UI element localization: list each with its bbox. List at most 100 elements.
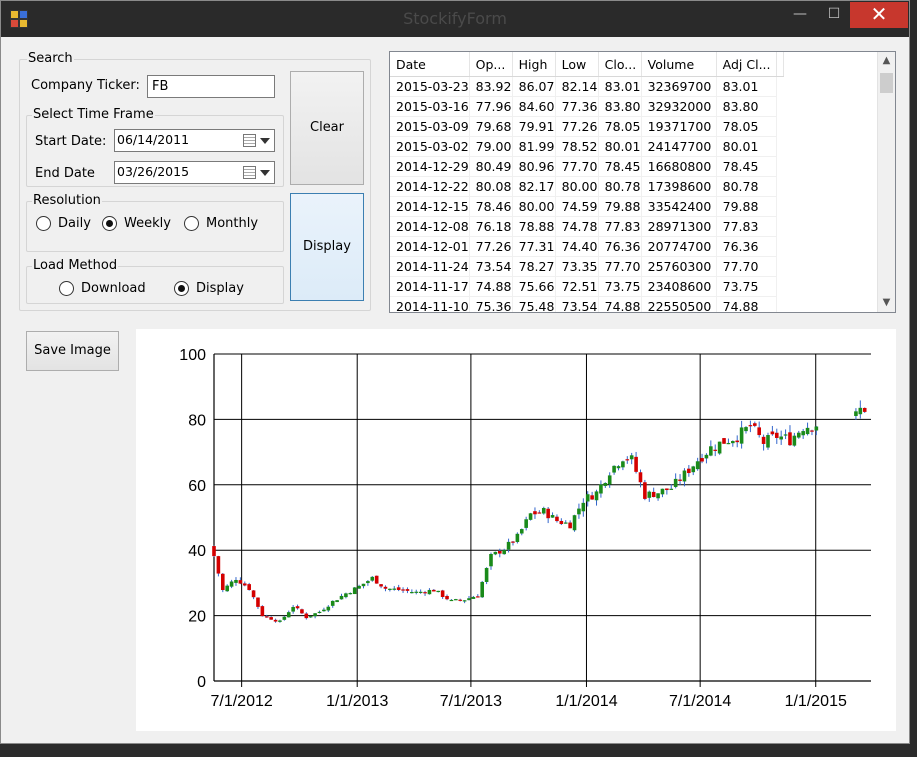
scroll-down-icon[interactable]: ▼ <box>882 297 891 308</box>
radio-weekly-label[interactable]: Weekly <box>124 216 171 231</box>
table-cell[interactable]: 80.49 <box>469 156 513 177</box>
table-row[interactable]: 2014-12-22 80.08 82.17 80.00 80.78 17398600 80… <box>390 176 783 197</box>
table-cell[interactable]: 73.54 <box>469 256 513 277</box>
grid-column-header[interactable]: Op... <box>469 52 513 77</box>
table-cell[interactable]: 32932000 <box>641 96 717 117</box>
stock-chart[interactable]: 0 20 40 60 80 100 7/1/2012 1/1/2013 7/1/2013 1/1/… <box>136 329 896 731</box>
table-cell[interactable]: 82.17 <box>512 176 556 197</box>
table-cell[interactable]: 79.88 <box>716 196 777 217</box>
table-cell[interactable]: 75.48 <box>512 296 556 312</box>
table-cell[interactable]: 77.26 <box>555 116 599 137</box>
calendar-icon[interactable] <box>243 166 256 179</box>
table-cell[interactable]: 74.78 <box>555 216 599 237</box>
table-cell[interactable]: 78.88 <box>512 216 556 237</box>
table-cell[interactable]: 84.60 <box>512 96 556 117</box>
table-row[interactable]: 2015-03-02 79.00 81.99 78.52 80.01 24147700 80… <box>390 136 783 157</box>
radio-monthly-label[interactable]: Monthly <box>206 216 259 231</box>
table-row[interactable]: 2014-12-15 78.46 80.00 74.59 79.88 33542400 79… <box>390 196 783 217</box>
table-cell[interactable]: 83.80 <box>716 96 777 117</box>
grid-column-header[interactable]: Date <box>390 52 470 77</box>
table-cell[interactable]: 28971300 <box>641 216 717 237</box>
table-cell[interactable]: 2015-03-09 <box>390 116 470 137</box>
table-row[interactable]: 2015-03-16 77.96 84.60 77.36 83.80 32932000 83… <box>390 96 783 117</box>
ticker-input[interactable]: FB <box>147 75 275 98</box>
table-cell[interactable]: 83.01 <box>598 76 642 97</box>
radio-display-label[interactable]: Display <box>196 281 244 296</box>
radio-monthly[interactable] <box>184 216 199 231</box>
save-image-button[interactable]: Save Image <box>26 331 119 371</box>
table-cell[interactable]: 78.52 <box>555 136 599 157</box>
stock-data-grid[interactable]: Date Op... High Low Clo... Volume Adj Cl... 20… <box>389 51 896 313</box>
table-cell[interactable]: 2014-12-01 <box>390 236 470 257</box>
table-row[interactable]: 2015-03-09 79.68 79.91 77.26 78.05 19371700 78… <box>390 116 783 137</box>
table-cell[interactable]: 22550500 <box>641 296 717 312</box>
table-cell[interactable]: 80.01 <box>716 136 777 157</box>
display-button[interactable]: Display <box>290 193 364 301</box>
table-cell[interactable]: 72.51 <box>555 276 599 297</box>
table-cell[interactable]: 74.88 <box>716 296 777 312</box>
close-button[interactable]: ✕ <box>850 2 908 28</box>
grid-column-header[interactable]: Adj Cl... <box>716 52 777 77</box>
table-cell[interactable]: 2015-03-16 <box>390 96 470 117</box>
table-cell[interactable]: 2014-11-17 <box>390 276 470 297</box>
table-cell[interactable]: 80.78 <box>716 176 777 197</box>
table-cell[interactable]: 16680800 <box>641 156 717 177</box>
table-cell[interactable]: 78.05 <box>716 116 777 137</box>
table-cell[interactable]: 2015-03-23 <box>390 76 470 97</box>
table-cell[interactable]: 2014-12-29 <box>390 156 470 177</box>
table-cell[interactable]: 78.45 <box>598 156 642 177</box>
table-cell[interactable]: 33542400 <box>641 196 717 217</box>
table-cell[interactable]: 73.35 <box>555 256 599 277</box>
table-cell[interactable]: 80.01 <box>598 136 642 157</box>
table-cell[interactable]: 75.36 <box>469 296 513 312</box>
table-cell[interactable]: 74.88 <box>469 276 513 297</box>
start-date-picker[interactable]: 06/14/2011 <box>114 129 275 152</box>
table-cell[interactable]: 80.08 <box>469 176 513 197</box>
table-cell[interactable]: 74.88 <box>598 296 642 312</box>
radio-download[interactable] <box>59 281 74 296</box>
minimize-button[interactable]: — <box>793 6 807 22</box>
table-cell[interactable]: 80.00 <box>555 176 599 197</box>
table-cell[interactable]: 80.78 <box>598 176 642 197</box>
table-cell[interactable]: 2014-12-08 <box>390 216 470 237</box>
radio-display[interactable] <box>174 281 189 296</box>
table-cell[interactable]: 74.59 <box>555 196 599 217</box>
table-cell[interactable]: 76.36 <box>716 236 777 257</box>
table-cell[interactable]: 80.96 <box>512 156 556 177</box>
table-cell[interactable]: 83.92 <box>469 76 513 97</box>
table-cell[interactable]: 79.91 <box>512 116 556 137</box>
scroll-up-icon[interactable]: ▲ <box>882 55 891 66</box>
table-cell[interactable]: 2015-03-02 <box>390 136 470 157</box>
table-cell[interactable]: 83.01 <box>716 76 777 97</box>
table-cell[interactable]: 2014-11-24 <box>390 256 470 277</box>
maximize-button[interactable]: ☐ <box>827 6 841 22</box>
radio-daily[interactable] <box>36 216 51 231</box>
table-cell[interactable]: 78.45 <box>716 156 777 177</box>
table-row[interactable]: 2014-11-24 73.54 78.27 73.35 77.70 25760300 77… <box>390 256 783 277</box>
table-cell[interactable]: 77.96 <box>469 96 513 117</box>
radio-daily-label[interactable]: Daily <box>58 216 91 231</box>
scroll-thumb[interactable] <box>880 73 893 93</box>
clear-button[interactable]: Clear <box>290 71 364 185</box>
table-cell[interactable]: 74.40 <box>555 236 599 257</box>
table-cell[interactable]: 77.70 <box>598 256 642 277</box>
table-cell[interactable]: 77.83 <box>598 216 642 237</box>
table-cell[interactable]: 77.70 <box>716 256 777 277</box>
table-cell[interactable]: 2014-12-22 <box>390 176 470 197</box>
table-cell[interactable]: 20774700 <box>641 236 717 257</box>
table-cell[interactable]: 73.75 <box>598 276 642 297</box>
table-cell[interactable]: 78.46 <box>469 196 513 217</box>
table-cell[interactable]: 78.27 <box>512 256 556 277</box>
table-cell[interactable]: 73.54 <box>555 296 599 312</box>
table-row[interactable]: 2014-12-01 77.26 77.31 74.40 76.36 20774700 76… <box>390 236 783 257</box>
chevron-down-icon[interactable] <box>260 170 270 176</box>
title-bar[interactable]: StockifyForm — ☐ ✕ <box>1 1 909 37</box>
table-row[interactable]: 2014-12-08 76.18 78.88 74.78 77.83 28971300 77… <box>390 216 783 237</box>
grid-column-header[interactable]: High <box>512 52 556 77</box>
table-cell[interactable]: 77.70 <box>555 156 599 177</box>
calendar-icon[interactable] <box>243 134 256 147</box>
table-cell[interactable]: 78.05 <box>598 116 642 137</box>
table-cell[interactable]: 76.36 <box>598 236 642 257</box>
table-cell[interactable]: 2014-12-15 <box>390 196 470 217</box>
grid-column-header[interactable]: Volume <box>641 52 717 77</box>
